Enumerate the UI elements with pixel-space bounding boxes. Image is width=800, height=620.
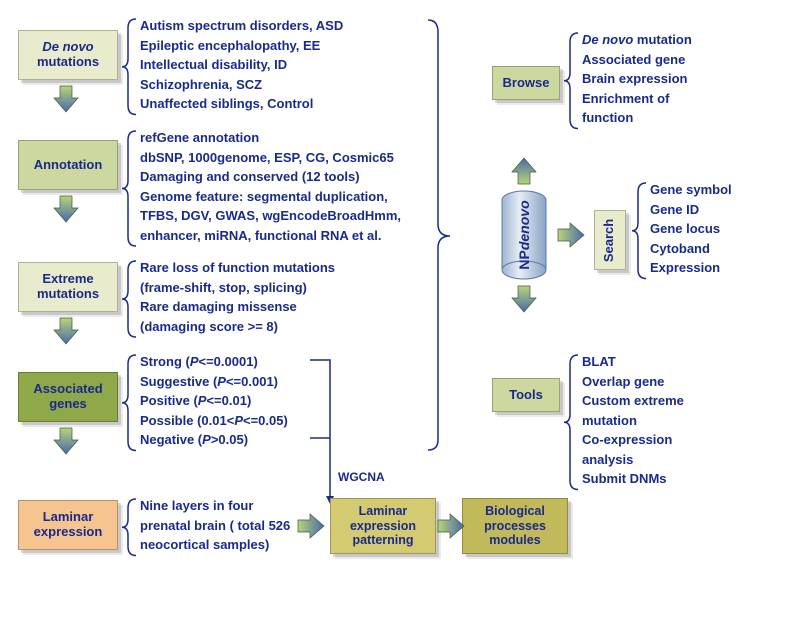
search-box: Search xyxy=(594,210,626,270)
left-list-0: Autism spectrum disorders, ASDEpileptic … xyxy=(140,16,343,114)
left-box-1: Annotation xyxy=(18,140,118,190)
left-box-3: Associatedgenes xyxy=(18,372,118,422)
left-box-0: De novomutations xyxy=(18,30,118,80)
left-list-2: Rare loss of function mutations(frame-sh… xyxy=(140,258,335,336)
right-list-1: Gene symbolGene IDGene locusCytobandExpr… xyxy=(650,180,732,278)
right-list-2: BLATOverlap geneCustom extrememutationCo… xyxy=(582,352,684,489)
right-list-2-item-2: Custom extrememutation xyxy=(582,391,684,430)
left-list-0-item-3: Schizophrenia, SCZ xyxy=(140,75,343,95)
left-list-3-item-3: Possible (0.01<P<=0.05) xyxy=(140,411,288,431)
left-list-3-item-2: Positive (P<=0.01) xyxy=(140,391,288,411)
left-list-4: Nine layers in fourprenatal brain ( tota… xyxy=(140,496,290,555)
left-list-0-item-2: Intellectual disability, ID xyxy=(140,55,343,75)
left-box-2: Extrememutations xyxy=(18,262,118,312)
left-list-1-item-1: dbSNP, 1000genome, ESP, CG, Cosmic65 xyxy=(140,148,401,168)
left-box-4: Laminarexpression xyxy=(18,500,118,550)
right-list-1-item-0: Gene symbol xyxy=(650,180,732,200)
right-box-0: Browse xyxy=(492,66,560,100)
right-list-0-item-2: Brain expression xyxy=(582,69,692,89)
left-list-2-item-1: Rare damaging missense(damaging score >=… xyxy=(140,297,335,336)
right-list-2-item-0: BLAT xyxy=(582,352,684,372)
left-list-1-item-2: Damaging and conserved (12 tools) xyxy=(140,167,401,187)
right-list-1-item-3: Cytoband xyxy=(650,239,732,259)
left-list-4-item-0: Nine layers in fourprenatal brain ( tota… xyxy=(140,496,290,555)
left-list-1: refGene annotationdbSNP, 1000genome, ESP… xyxy=(140,128,401,245)
left-list-3-item-0: Strong (P<=0.0001) xyxy=(140,352,288,372)
right-list-0-item-0: De novo mutation xyxy=(582,30,692,50)
right-list-2-item-1: Overlap gene xyxy=(582,372,684,392)
wgcna-label: WGCNA xyxy=(338,470,385,484)
right-list-0-item-1: Associated gene xyxy=(582,50,692,70)
left-list-3: Strong (P<=0.0001)Suggestive (P<=0.001)P… xyxy=(140,352,288,450)
right-list-2-item-3: Co-expressionanalysis xyxy=(582,430,684,469)
right-list-0: De novo mutationAssociated geneBrain exp… xyxy=(582,30,692,128)
npdenovo-label: NPdenovo xyxy=(489,211,559,259)
left-list-0-item-1: Epileptic encephalopathy, EE xyxy=(140,36,343,56)
bottom-box-1: Biologicalprocessesmodules xyxy=(462,498,568,554)
right-list-1-item-2: Gene locus xyxy=(650,219,732,239)
left-list-1-item-3: Genome feature: segmental duplication,TF… xyxy=(140,187,401,246)
left-list-2-item-0: Rare loss of function mutations(frame-sh… xyxy=(140,258,335,297)
right-box-1: Tools xyxy=(492,378,560,412)
right-list-2-item-4: Submit DNMs xyxy=(582,469,684,489)
left-list-3-item-1: Suggestive (P<=0.001) xyxy=(140,372,288,392)
right-list-1-item-1: Gene ID xyxy=(650,200,732,220)
left-list-0-item-0: Autism spectrum disorders, ASD xyxy=(140,16,343,36)
left-list-3-item-4: Negative (P>0.05) xyxy=(140,430,288,450)
right-list-0-item-3: Enrichment offunction xyxy=(582,89,692,128)
left-list-1-item-0: refGene annotation xyxy=(140,128,401,148)
bottom-box-0: Laminarexpressionpatterning xyxy=(330,498,436,554)
right-list-1-item-4: Expression xyxy=(650,258,732,278)
left-list-0-item-4: Unaffected siblings, Control xyxy=(140,94,343,114)
